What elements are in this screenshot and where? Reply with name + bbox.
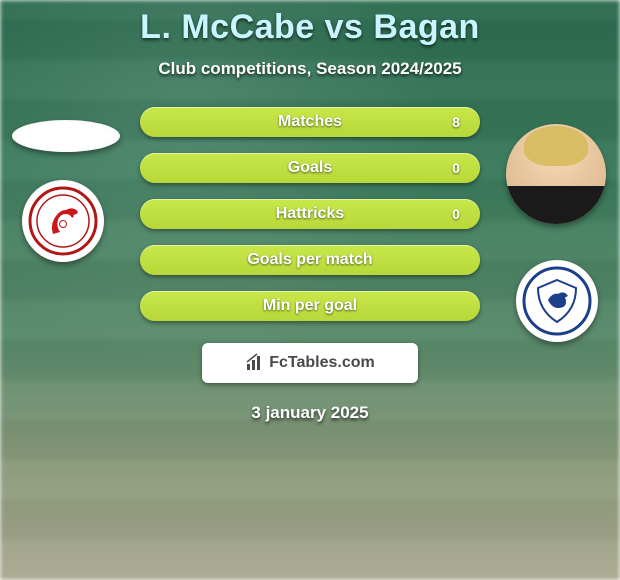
stats-table: Matches 8 Goals 0 Hattricks 0 Goals per … — [140, 107, 480, 321]
stat-left-value — [146, 245, 182, 275]
stat-right-value — [438, 245, 474, 275]
player-photo-right — [506, 124, 606, 224]
brand-text: FcTables.com — [269, 354, 375, 372]
stat-right-value: 0 — [438, 199, 474, 229]
stat-right-value: 0 — [438, 153, 474, 183]
stat-row-goals: Goals 0 — [140, 153, 480, 183]
middlesbrough-badge-icon — [28, 186, 98, 256]
subtitle: Club competitions, Season 2024/2025 — [0, 59, 620, 79]
stat-label: Matches — [140, 113, 480, 131]
stat-label: Goals — [140, 159, 480, 177]
club-badge-left — [22, 180, 104, 262]
stat-left-value — [146, 291, 182, 321]
stat-label: Hattricks — [140, 205, 480, 223]
infographic: L. McCabe vs Bagan Club competitions, Se… — [0, 0, 620, 423]
stat-row-goals-per-match: Goals per match — [140, 245, 480, 275]
stat-row-hattricks: Hattricks 0 — [140, 199, 480, 229]
cardiff-badge-icon — [522, 266, 592, 336]
stat-row-min-per-goal: Min per goal — [140, 291, 480, 321]
page-title: L. McCabe vs Bagan — [0, 8, 620, 47]
stat-right-value — [438, 291, 474, 321]
club-badge-right — [516, 260, 598, 342]
stat-left-value — [146, 153, 182, 183]
stat-right-value: 8 — [438, 107, 474, 137]
barchart-icon — [245, 353, 265, 373]
stat-label: Goals per match — [140, 251, 480, 269]
player-photo-left — [12, 120, 120, 152]
date-text: 3 january 2025 — [0, 403, 620, 423]
stat-row-matches: Matches 8 — [140, 107, 480, 137]
stat-left-value — [146, 107, 182, 137]
stat-left-value — [146, 199, 182, 229]
stat-label: Min per goal — [140, 297, 480, 315]
brand-badge: FcTables.com — [202, 343, 418, 383]
